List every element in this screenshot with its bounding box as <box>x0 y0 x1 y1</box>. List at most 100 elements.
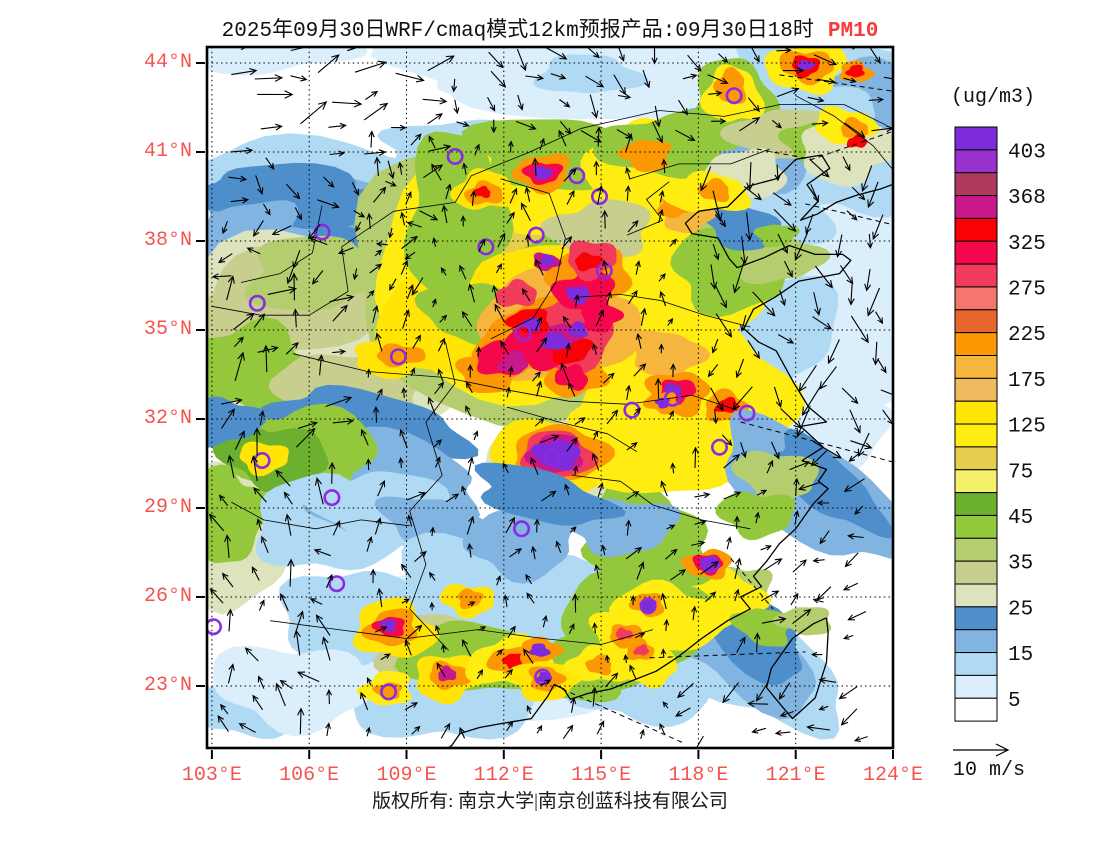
maritime-dashed-line <box>805 203 893 226</box>
colorbar-label: 368 <box>1008 187 1046 210</box>
map-canvas <box>196 45 895 759</box>
colorbar-swatch <box>954 172 998 197</box>
maritime-dashed-line <box>649 651 806 659</box>
colorbar-label: 403 <box>1008 141 1046 164</box>
lon-tick-label: 124°E <box>862 764 923 787</box>
province-border <box>409 341 456 651</box>
province-border <box>490 178 566 340</box>
axis-ticks <box>196 62 894 759</box>
city-marker <box>514 324 532 342</box>
colorbar-label: 225 <box>1008 324 1046 347</box>
colorbar-label: 35 <box>1008 553 1033 576</box>
city-marker <box>710 438 728 456</box>
province-border <box>241 205 323 283</box>
colorbar-swatch <box>954 423 998 448</box>
lat-tick-label: 44°N <box>143 51 192 75</box>
colorbar-label: 325 <box>1008 233 1046 256</box>
city-marker <box>513 520 531 538</box>
colorbar-swatch <box>954 217 998 242</box>
lat-tick-label: 23°N <box>143 673 192 697</box>
city-marker <box>380 683 398 701</box>
colorbar-swatch <box>954 606 998 631</box>
colorbar-swatch <box>954 377 998 402</box>
colorbar-units: (ug/m3) <box>950 86 1035 109</box>
city-marker <box>248 294 266 312</box>
maritime-dashed-line <box>561 688 683 743</box>
province-border <box>506 406 638 452</box>
colorbar-swatch <box>954 514 998 539</box>
wind-scale-label: 10 m/s <box>952 759 1025 782</box>
province-border <box>626 181 670 236</box>
colorbar-swatch <box>954 355 998 379</box>
province-border <box>292 353 738 411</box>
lon-tick-label: 106°E <box>279 764 340 787</box>
title-text: 2025年09月30日WRF/cmaq模式12km预报产品:09月30日18时 <box>221 20 814 43</box>
colorbar-swatch <box>954 126 998 151</box>
colorbar-swatch <box>954 263 998 288</box>
province-border <box>795 95 893 171</box>
colorbar-swatch <box>954 309 998 334</box>
colorbar-label: 25 <box>1008 598 1033 621</box>
colorbar-swatch <box>954 697 998 722</box>
lat-tick-label: 35°N <box>143 318 192 341</box>
city-marker <box>663 389 681 407</box>
colorbar-swatch <box>954 400 998 425</box>
colorbar-swatch <box>954 149 998 174</box>
figure-title: 2025年09月30日WRF/cmaq模式12km预报产品:09月30日18时 P… <box>0 13 1100 43</box>
colorbar-swatch <box>954 469 998 494</box>
reference-arrow <box>953 743 1010 757</box>
colorbar-swatch <box>954 674 998 699</box>
colorbar-label: 125 <box>1008 416 1046 439</box>
city-marker <box>446 148 464 166</box>
province-border <box>630 148 770 180</box>
map-frame <box>205 45 895 750</box>
province-border <box>211 104 887 316</box>
lat-tick-label: 29°N <box>143 496 192 519</box>
colorbar-label: 45 <box>1008 507 1033 530</box>
map-plot <box>196 45 895 759</box>
province-border <box>571 475 751 530</box>
colorbar-swatch <box>954 446 998 471</box>
title-species: PM10 <box>827 20 879 43</box>
province-border <box>270 620 654 645</box>
colorbar-swatch <box>954 537 998 562</box>
city-marker <box>207 618 222 636</box>
colorbar-swatch <box>954 240 998 265</box>
city-markers <box>207 87 756 701</box>
wind-scale-arrow <box>953 743 1010 757</box>
colorbar-swatch <box>954 286 998 311</box>
lon-tick-label: 121°E <box>765 764 826 787</box>
lon-tick-label: 112°E <box>473 764 534 787</box>
grid-lines <box>207 47 893 748</box>
colorbar-label: 175 <box>1008 370 1046 393</box>
colorbar-label: 275 <box>1008 279 1046 302</box>
lat-tick-label: 38°N <box>143 229 192 252</box>
city-marker <box>527 226 545 244</box>
colorbar-swatch <box>954 629 998 654</box>
city-marker <box>477 238 495 256</box>
coastline-taiwan <box>765 617 829 720</box>
colorbar-label: 5 <box>1008 690 1021 713</box>
colorbar: 403 368 325 275 225 175 125 75 45 35 25 15 5 <box>954 126 1046 722</box>
colorbar-swatch <box>954 560 998 585</box>
lon-tick-label: 103°E <box>181 764 242 787</box>
city-marker <box>639 597 657 615</box>
lat-tick-label: 26°N <box>143 585 192 608</box>
lat-tick-label: 32°N <box>143 407 192 430</box>
city-marker <box>323 489 341 507</box>
map-layers <box>207 47 893 748</box>
colorbar-swatch <box>954 492 998 516</box>
city-marker <box>389 348 407 366</box>
copyright-text: 版权所有: 南京大学|南京创蓝科技有限公司 <box>372 791 728 812</box>
colorbar-swatch <box>954 195 998 219</box>
pm10-field-layer <box>207 47 893 740</box>
city-marker <box>738 404 756 422</box>
city-marker <box>702 555 720 573</box>
maritime-dashed-line <box>779 74 893 92</box>
colorbar-label: 15 <box>1008 644 1033 667</box>
lon-tick-label: 109°E <box>376 764 437 787</box>
city-marker <box>725 87 743 105</box>
lon-tick-label: 115°E <box>571 764 632 787</box>
colorbar-swatch <box>954 652 998 676</box>
